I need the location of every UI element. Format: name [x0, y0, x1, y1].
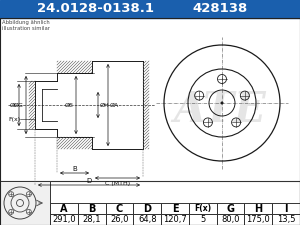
Bar	[50, 214, 78, 225]
Text: I: I	[284, 203, 288, 214]
Text: C (MTH): C (MTH)	[105, 180, 130, 185]
Text: E: E	[172, 203, 178, 214]
Text: 291,0: 291,0	[52, 215, 76, 224]
Text: A: A	[60, 203, 68, 214]
Bar	[133, 214, 161, 225]
Text: D: D	[143, 203, 151, 214]
Bar	[78, 203, 106, 214]
Text: B: B	[88, 203, 95, 214]
Text: ØG: ØG	[14, 103, 24, 108]
Text: 24.0128-0138.1: 24.0128-0138.1	[37, 2, 154, 16]
Text: 64,8: 64,8	[138, 215, 157, 224]
Text: 13,5: 13,5	[277, 215, 296, 224]
Text: 80,0: 80,0	[221, 215, 240, 224]
Bar	[0, 181, 50, 225]
Bar	[106, 203, 133, 214]
Text: ATE: ATE	[174, 89, 266, 131]
Bar	[161, 203, 189, 214]
Text: F(x): F(x)	[194, 204, 211, 213]
Text: 120,7: 120,7	[163, 215, 187, 224]
Text: illustration similar: illustration similar	[2, 26, 50, 31]
Text: 28,1: 28,1	[82, 215, 101, 224]
Text: F(x): F(x)	[8, 117, 20, 122]
Bar	[189, 214, 217, 225]
Bar	[244, 203, 272, 214]
Bar	[0, 0, 300, 18]
Text: H: H	[254, 203, 262, 214]
Text: 26,0: 26,0	[110, 215, 129, 224]
Bar	[0, 181, 300, 225]
Bar	[272, 203, 300, 214]
Text: 5: 5	[200, 215, 206, 224]
Text: 175,0: 175,0	[247, 215, 270, 224]
Bar	[161, 214, 189, 225]
Bar	[217, 214, 244, 225]
Bar	[244, 214, 272, 225]
Text: Abbildung ähnlich: Abbildung ähnlich	[2, 20, 50, 25]
Text: G: G	[226, 203, 235, 214]
Bar	[106, 214, 133, 225]
Bar	[217, 203, 244, 214]
Text: ØH: ØH	[100, 103, 110, 108]
Text: ØI: ØI	[10, 103, 17, 108]
Text: 428138: 428138	[192, 2, 248, 16]
Text: D: D	[86, 178, 92, 184]
Text: C: C	[116, 203, 123, 214]
Circle shape	[220, 101, 224, 104]
Bar	[272, 214, 300, 225]
Bar	[189, 203, 217, 214]
Bar	[50, 203, 78, 214]
Text: ØE: ØE	[65, 103, 74, 108]
Text: ØA: ØA	[110, 103, 119, 108]
Bar	[78, 214, 106, 225]
Bar	[133, 203, 161, 214]
Text: B: B	[72, 166, 77, 172]
